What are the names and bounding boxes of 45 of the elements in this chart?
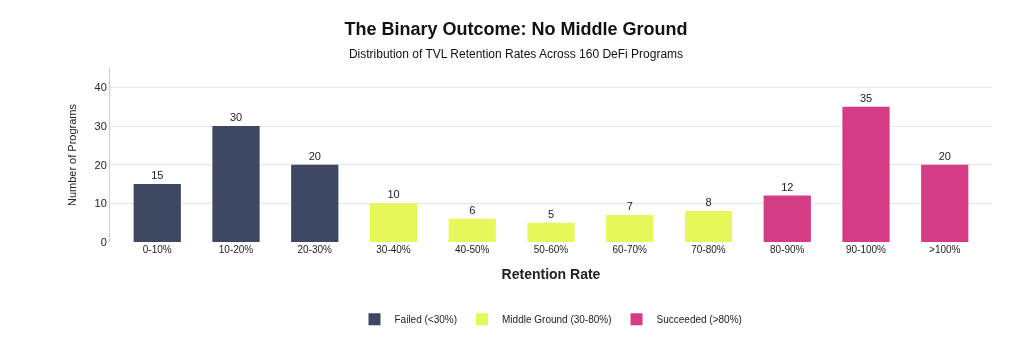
bar — [921, 164, 969, 242]
bar — [133, 184, 181, 242]
x-tick-label: 60-70% — [612, 244, 648, 255]
data-label: 7 — [626, 199, 633, 212]
y-axis-title: Number of Programs — [66, 103, 79, 207]
bar — [684, 211, 733, 242]
legend-label: Succeeded (>80%) — [656, 314, 742, 326]
bar — [448, 218, 496, 242]
y-tick-label: 0 — [100, 235, 107, 248]
y-tick-label: 20 — [94, 158, 107, 171]
x-tick-label: 80-90% — [770, 244, 805, 255]
data-label: 8 — [705, 196, 712, 209]
data-label: 30 — [229, 111, 243, 123]
x-tick-label: 20-30% — [297, 244, 333, 255]
data-label: 10 — [387, 188, 400, 201]
bar — [291, 164, 339, 242]
bar — [527, 222, 575, 242]
data-label: 20 — [308, 149, 321, 162]
data-label: 20 — [938, 149, 951, 162]
data-label: 15 — [151, 169, 164, 181]
y-tick-label: 10 — [94, 197, 107, 210]
x-tick-label: 40-50% — [455, 244, 490, 255]
y-tick-label: 40 — [94, 81, 107, 94]
bar — [369, 203, 418, 242]
x-tick-label: 10-20% — [218, 244, 254, 255]
legend-label: Middle Ground (30-80%) — [502, 314, 612, 326]
bar — [763, 195, 811, 242]
x-tick-label: 0-10% — [142, 244, 172, 255]
x-tick-label: 30-40% — [376, 244, 411, 255]
bar — [842, 106, 890, 242]
bar — [212, 126, 260, 242]
legend-label: Failed (<30%) — [394, 314, 458, 326]
x-tick-label: 90-100% — [845, 244, 887, 255]
data-label: 5 — [547, 207, 555, 220]
data-label: 35 — [859, 91, 873, 104]
chart-title: The Binary Outcome: No Middle Ground — [344, 18, 688, 39]
data-label: 6 — [469, 203, 476, 216]
bar — [606, 214, 654, 242]
x-tick-label: 70-80% — [691, 244, 726, 255]
x-axis-title: Retention Rate — [501, 266, 601, 283]
data-label: 12 — [781, 180, 794, 193]
x-tick-label: 50-60% — [533, 244, 569, 255]
chart-subtitle: Distribution of TVL Retention Rates Across 160 DeFi Programs — [348, 47, 684, 61]
x-tick-label: >100% — [929, 244, 961, 255]
y-tick-label: 30 — [94, 119, 107, 132]
